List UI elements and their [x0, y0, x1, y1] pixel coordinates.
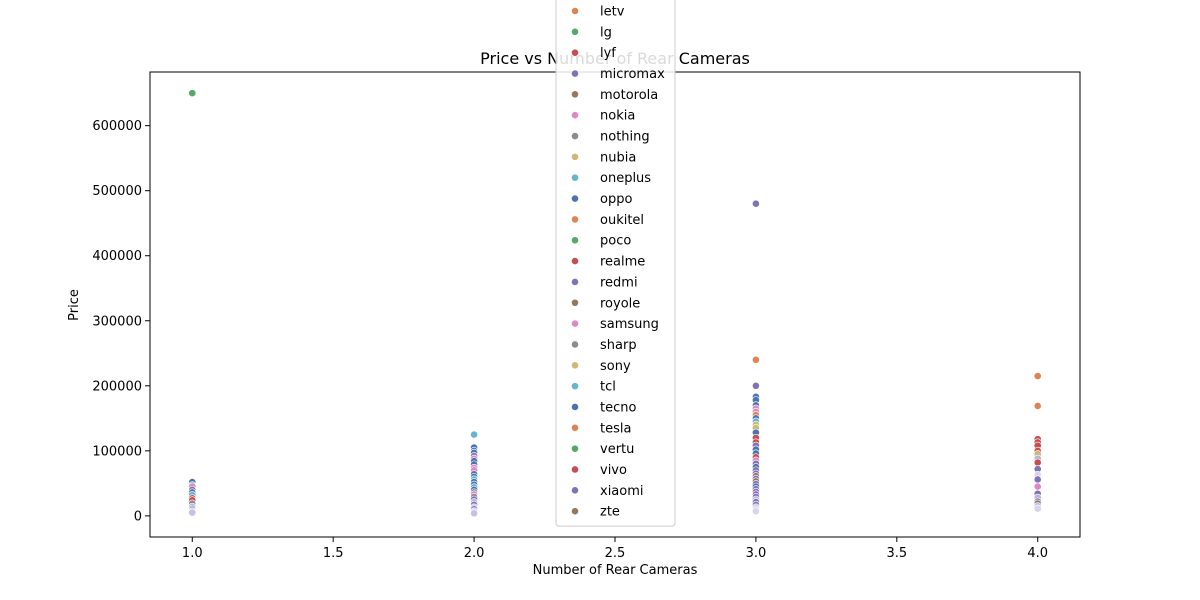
legend-entry-label: oppo [600, 192, 632, 207]
data-point [470, 509, 478, 518]
x-axis: 1.0 1.5 2.0 2.5 3.0 3.5 4.0 [182, 537, 1048, 561]
legend-marker [571, 465, 579, 474]
legend-entry-label: royole [600, 296, 640, 311]
legend-entry-label: tecno [600, 400, 636, 415]
legend-marker [571, 361, 579, 370]
y-tick-label: 600000 [92, 119, 142, 134]
x-tick-label: 2.0 [464, 546, 485, 561]
y-tick-label: 0 [134, 509, 142, 524]
legend-entry-label: poco [600, 234, 631, 249]
data-point [1033, 458, 1042, 467]
legend-entry-label: vivo [600, 463, 627, 478]
y-axis: 0 100000 200000 300000 400000 500000 600000 [92, 119, 150, 524]
legend-marker [571, 48, 579, 57]
y-axis-label: Price [67, 289, 82, 321]
legend-entry-label: nubia [600, 150, 636, 165]
legend-entry-label: micromax [600, 67, 665, 82]
legend-entry-label: lyf [600, 46, 616, 61]
legend-marker [571, 236, 579, 245]
legend-marker [571, 69, 579, 78]
legend-box [555, 0, 676, 527]
legend-marker [571, 403, 579, 411]
data-point [470, 430, 478, 439]
legend-entry-label: oneplus [600, 171, 651, 186]
x-tick-label: 2.5 [605, 546, 626, 561]
legend-marker [571, 382, 579, 391]
legend-entry-label: samsung [600, 317, 659, 332]
legend-entry-label: redmi [600, 275, 638, 290]
legend-entry-label: zte [600, 505, 620, 520]
legend: letv lg lyf micromax motorola nokia nothing nub… [555, 0, 676, 527]
data-point [1033, 504, 1042, 513]
y-tick-label: 300000 [92, 314, 142, 329]
x-tick-label: 1.5 [323, 546, 344, 561]
x-axis-label: Number of Rear Cameras [533, 563, 698, 578]
data-point [1033, 482, 1042, 491]
legend-entry-label: lg [600, 25, 612, 40]
legend-marker [571, 27, 579, 36]
data-point [752, 355, 760, 364]
legend-marker [571, 90, 579, 99]
legend-marker [571, 507, 579, 516]
legend-marker [571, 132, 579, 140]
legend-entry-label: sony [600, 359, 631, 374]
legend-marker [571, 298, 579, 307]
legend-entry-label: sharp [600, 338, 637, 353]
legend-entry-label: oukitel [600, 213, 644, 228]
legend-entry-label: nokia [600, 109, 635, 124]
y-tick-label: 100000 [92, 444, 142, 459]
data-point [188, 89, 197, 98]
legend-entry-label: vertu [600, 442, 634, 457]
data-point [1033, 475, 1042, 484]
legend-marker [571, 194, 579, 203]
x-tick-label: 3.0 [746, 546, 767, 561]
legend-marker [571, 152, 579, 161]
legend-entry-label: nothing [600, 130, 650, 145]
legend-marker [571, 257, 579, 265]
data-point [752, 507, 760, 516]
x-tick-label: 3.5 [886, 546, 907, 561]
legend-marker [571, 111, 579, 120]
legend-entry-label: motorola [600, 88, 658, 103]
data-point [188, 508, 197, 517]
x-tick-label: 4.0 [1027, 546, 1048, 561]
legend-entry-label: tcl [600, 380, 616, 395]
legend-marker [571, 173, 579, 182]
legend-entry-label: tesla [600, 421, 631, 436]
legend-marker [571, 319, 579, 328]
data-point [752, 199, 760, 208]
legend-marker [571, 423, 579, 432]
x-tick-label: 1.0 [182, 546, 203, 561]
data-point [752, 381, 760, 390]
legend-marker [571, 340, 579, 349]
data-point [1033, 402, 1042, 410]
legend-marker [571, 278, 579, 286]
legend-marker [571, 486, 579, 495]
legend-entry-label: xiaomi [600, 484, 644, 499]
legend-marker [571, 215, 579, 224]
data-point [1033, 372, 1042, 380]
legend-marker [571, 7, 579, 15]
legend-marker [571, 444, 579, 453]
legend-entry-label: letv [600, 5, 625, 20]
points-layer [188, 89, 1042, 518]
y-tick-label: 500000 [92, 184, 142, 199]
y-tick-label: 200000 [92, 379, 142, 394]
y-tick-label: 400000 [92, 249, 142, 264]
legend-entry-label: realme [600, 255, 645, 270]
